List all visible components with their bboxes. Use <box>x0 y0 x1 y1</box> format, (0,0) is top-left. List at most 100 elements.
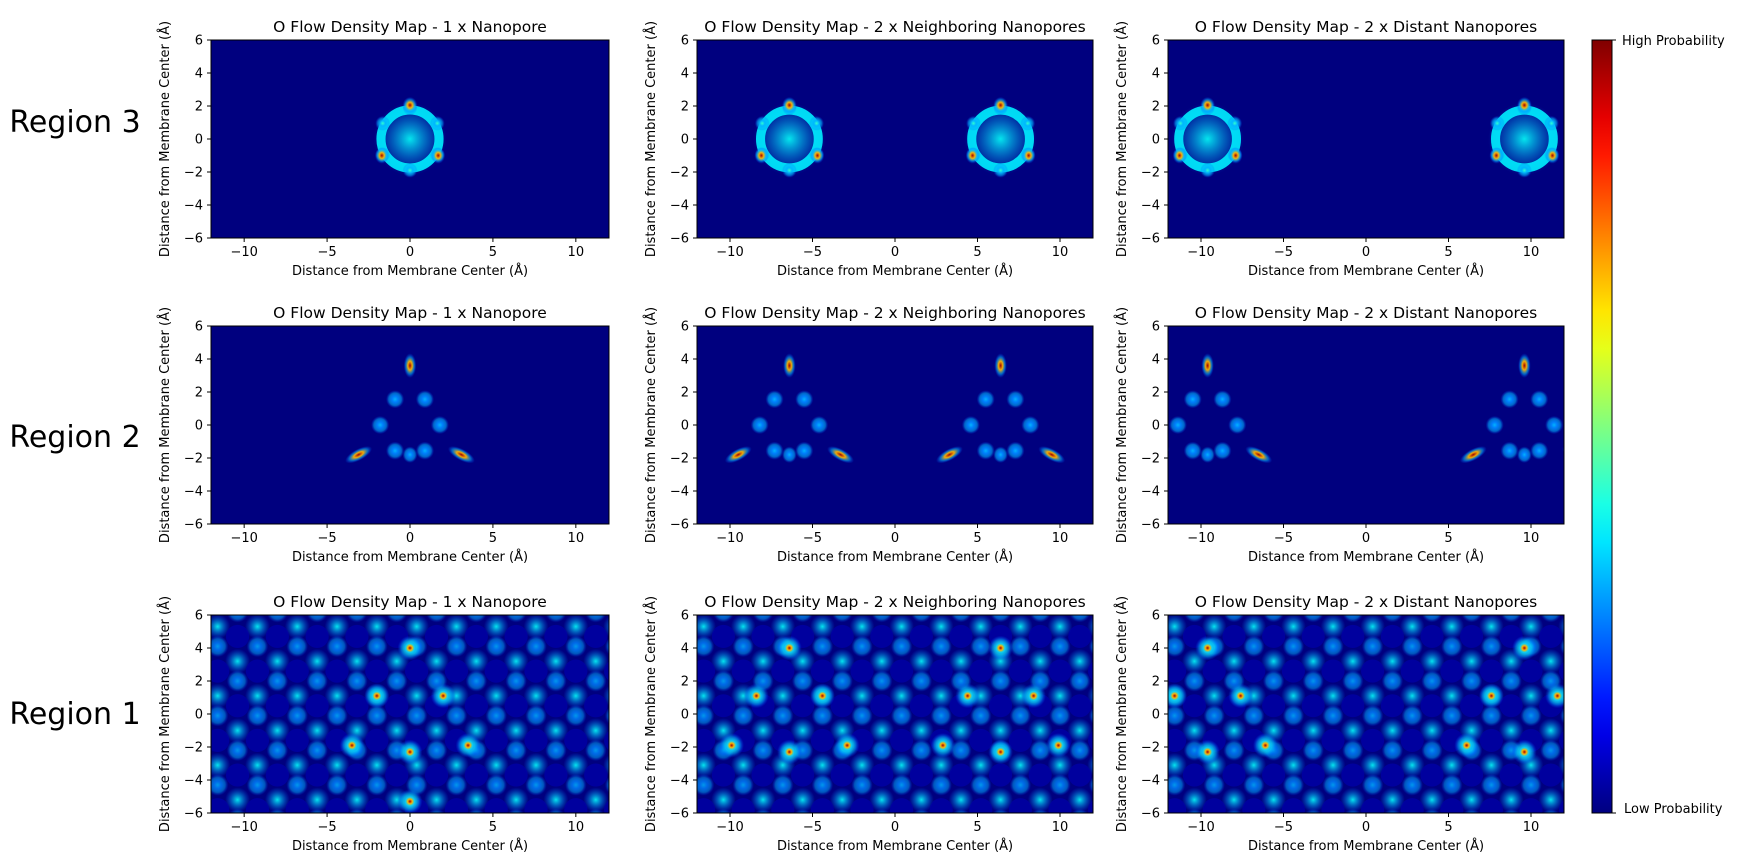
lattice-node <box>1538 787 1564 813</box>
lattice-node <box>246 774 269 796</box>
lattice-node <box>1479 752 1504 778</box>
lattice-void <box>890 798 914 813</box>
panel-title: O Flow Density Map - 2 x Neighboring Nan… <box>704 593 1085 611</box>
density-hotspot <box>961 415 980 435</box>
lattice-node <box>653 844 674 865</box>
lattice-void <box>265 694 289 718</box>
lattice-node <box>988 787 1013 813</box>
lattice-node <box>1399 683 1425 709</box>
lattice-void <box>1539 624 1563 648</box>
density-hotspot <box>1183 441 1202 460</box>
lattice-node <box>503 718 529 743</box>
lattice-node <box>1502 808 1520 813</box>
lattice-void <box>1361 659 1385 683</box>
x-tick-label: 0 <box>1362 245 1370 260</box>
lattice-node <box>1320 752 1346 778</box>
lattice-node <box>1322 635 1344 658</box>
x-tick-label: 10 <box>1052 820 1069 835</box>
lattice-void <box>1262 763 1286 787</box>
x-tick-label: 0 <box>406 245 414 260</box>
lattice-node <box>284 683 310 709</box>
x-tick-label: 0 <box>891 820 899 835</box>
lattice-node <box>1281 615 1306 639</box>
lattice-node <box>772 704 794 727</box>
lattice-node <box>1282 704 1305 727</box>
x-axis-label: Distance from Membrane Center (Å) <box>1248 549 1484 565</box>
lattice-void <box>1420 624 1444 648</box>
heatmap-panel: −10 −5 0 5 10 −6 −4 −2 0 2 4 6 O Flow Density Map - … <box>1114 18 1565 279</box>
lattice-node <box>1184 615 1205 623</box>
lattice-node <box>284 615 310 639</box>
lattice-void <box>1559 730 1564 750</box>
lattice-node <box>697 635 715 658</box>
lattice-void <box>1460 694 1484 718</box>
lattice-node <box>770 615 796 639</box>
panel-title: O Flow Density Map - 2 x Distant Nanopor… <box>1195 18 1537 36</box>
density-hotspot <box>1201 353 1214 378</box>
lattice-void <box>464 624 488 649</box>
lattice-node <box>306 615 328 623</box>
x-tick-label: 10 <box>1523 245 1540 260</box>
lattice-void <box>266 556 289 579</box>
lattice-node <box>1265 808 1283 813</box>
lattice-node <box>712 670 735 692</box>
x-tick-label: 10 <box>568 820 585 835</box>
lattice-node <box>1360 615 1385 639</box>
density-hotspot <box>936 738 950 752</box>
lattice-node <box>583 718 609 743</box>
lattice-node <box>810 615 835 639</box>
lattice-node <box>563 683 589 709</box>
lattice-node <box>732 844 753 865</box>
lattice-node <box>890 635 913 658</box>
lattice-node <box>1540 615 1562 623</box>
x-tick-label: 5 <box>973 820 981 835</box>
lattice-node <box>428 808 446 813</box>
density-hotspot <box>725 738 739 752</box>
lattice-node <box>1203 844 1224 865</box>
x-tick-label: 5 <box>1444 820 1452 835</box>
density-hotspot <box>403 745 417 759</box>
lattice-node <box>731 545 756 570</box>
lattice-node <box>1008 615 1033 639</box>
x-axis-label: Distance from Membrane Center (Å) <box>292 549 528 565</box>
lattice-void <box>830 624 854 648</box>
lattice-node <box>465 670 488 692</box>
lattice-node <box>1401 774 1423 796</box>
lattice-node <box>1360 683 1385 709</box>
lattice-void <box>949 624 973 648</box>
lattice-void <box>1008 798 1032 813</box>
lattice-node <box>364 752 390 778</box>
lattice-node <box>948 718 974 743</box>
lattice-void <box>464 694 488 718</box>
lattice-node <box>1049 844 1070 865</box>
lattice-node <box>1089 844 1110 865</box>
lattice-node <box>869 787 895 813</box>
lattice-node <box>653 566 674 587</box>
density-hotspot <box>1168 689 1182 703</box>
lattice-void <box>564 798 588 813</box>
y-tick-label: 0 <box>1152 708 1160 723</box>
y-tick-label: 0 <box>681 419 689 434</box>
lattice-void <box>464 763 488 787</box>
lattice-void <box>1519 659 1543 683</box>
density-field <box>1171 96 1561 178</box>
lattice-void <box>604 590 627 613</box>
y-tick-label: 4 <box>681 67 689 82</box>
lattice-void <box>1361 728 1385 752</box>
lattice-node <box>583 579 608 604</box>
density-hotspot <box>1227 115 1243 131</box>
y-tick-label: 6 <box>1152 34 1160 49</box>
lattice-void <box>1400 659 1424 683</box>
lattice-node <box>324 615 350 639</box>
y-axis-label: Distance from Membrane Center (Å) <box>1114 596 1130 832</box>
lattice-node <box>909 787 934 813</box>
y-tick-label: −6 <box>670 518 689 533</box>
lattice-node <box>485 704 508 727</box>
lattice-node <box>1027 718 1053 743</box>
lattice-node <box>754 808 772 813</box>
lattice-node <box>790 787 815 813</box>
density-hotspot <box>1021 415 1040 435</box>
lattice-node <box>1401 704 1423 727</box>
lattice-node <box>207 566 229 588</box>
